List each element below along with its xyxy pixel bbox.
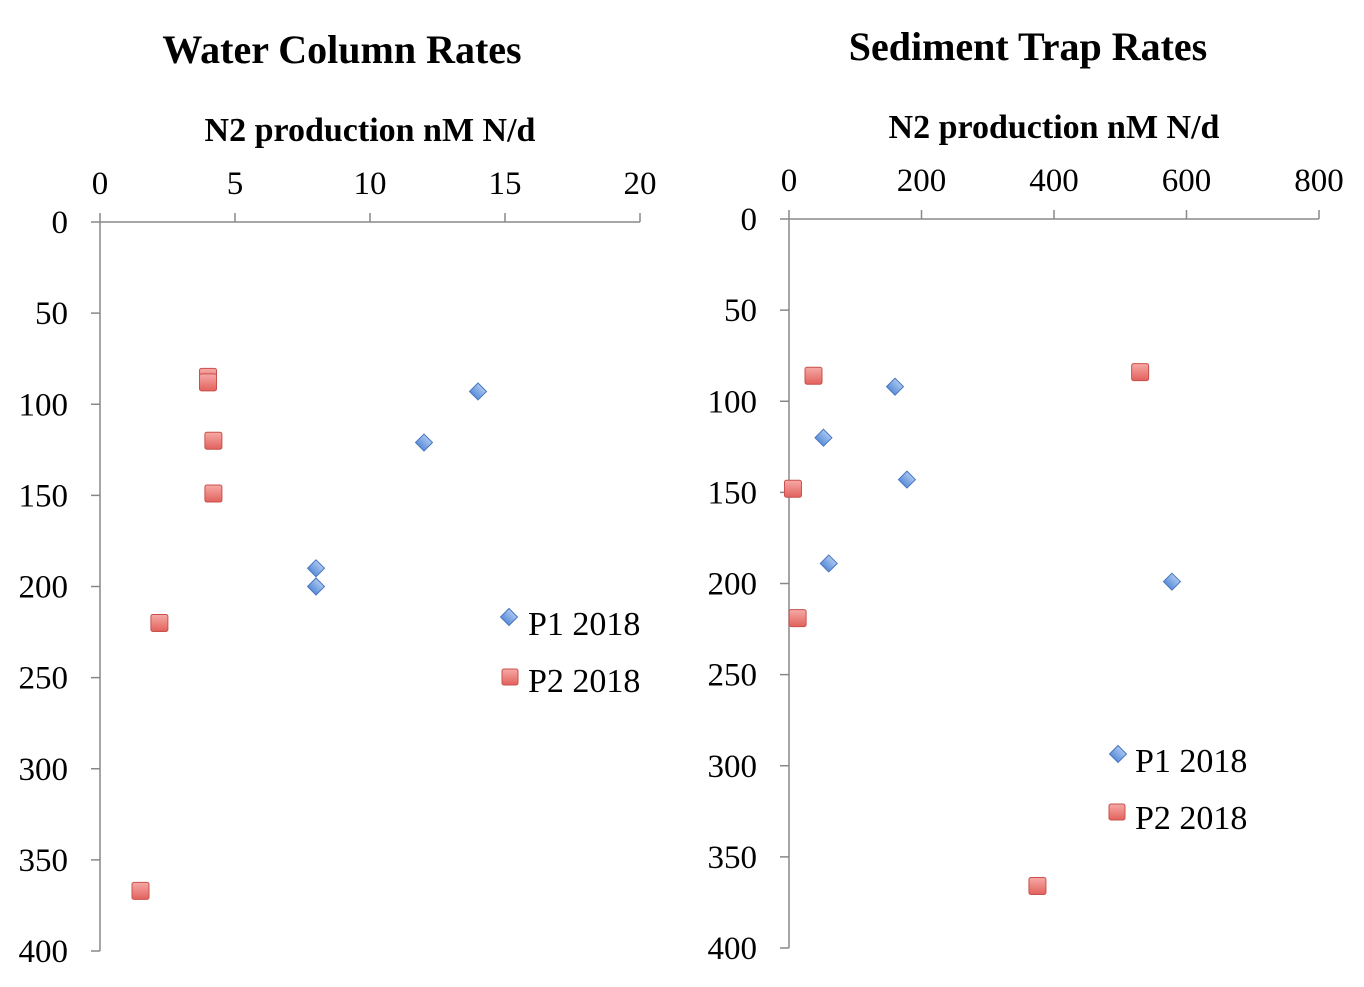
p1-2018-point — [306, 559, 326, 578]
p2-2018-point — [199, 373, 217, 392]
p2-2018-point — [1131, 363, 1150, 382]
x-tick-label: 800 — [1294, 163, 1344, 199]
legend-item-p2: P2 2018 — [1108, 800, 1247, 837]
y-tick-label: 350 — [708, 840, 758, 876]
x-axis-label: N2 production nM N/d — [889, 109, 1220, 146]
legend: P1 2018 P2 2018 — [1108, 743, 1247, 837]
p1-2018-point — [468, 382, 488, 401]
x-tick-label: 600 — [1162, 163, 1212, 199]
legend-item-p1: P1 2018 — [1108, 743, 1247, 780]
x-tick-label: 10 — [354, 166, 387, 202]
y-tick-label: 150 — [19, 478, 69, 514]
legend-label: P1 2018 — [528, 606, 640, 643]
x-axis-label: N2 production nM N/d — [205, 112, 536, 149]
p2-2018-point — [788, 609, 807, 628]
y-tick-label: 250 — [708, 658, 758, 694]
data-points — [131, 367, 488, 900]
y-tick-label: 250 — [19, 661, 69, 697]
p2-2018-point — [204, 431, 223, 450]
y-tick-label: 200 — [19, 570, 69, 606]
x-tick-label: 0 — [92, 166, 109, 202]
p2-2018-point — [131, 881, 150, 900]
x-tick-label: 0 — [781, 163, 798, 199]
legend-label: P1 2018 — [1135, 743, 1247, 780]
p2-2018-point — [150, 613, 169, 632]
y-tick-label: 300 — [708, 749, 758, 785]
p2-2018-point — [1028, 877, 1047, 896]
y-tick-label: 300 — [19, 752, 69, 788]
y-tick-label: 100 — [708, 384, 758, 420]
y-tick-label: 0 — [52, 205, 69, 241]
y-tick-label: 400 — [708, 931, 758, 967]
legend-marker-square — [501, 668, 519, 686]
y-tick-label: 150 — [708, 475, 758, 511]
legend-marker-diamond — [1108, 744, 1128, 764]
legend-label: P2 2018 — [528, 663, 640, 700]
y-tick-label: 100 — [19, 387, 69, 423]
y-tick-label: 50 — [724, 293, 757, 329]
y-tick-label: 200 — [708, 567, 758, 603]
legend-label: P2 2018 — [1135, 800, 1247, 837]
x-tick-label: 200 — [897, 163, 947, 199]
x-tick-label: 5 — [227, 166, 244, 202]
x-tick-label: 15 — [489, 166, 522, 202]
y-tick-label: 400 — [19, 934, 69, 970]
legend: P1 2018 P2 2018 — [499, 606, 640, 700]
legend-item-p1: P1 2018 — [499, 606, 640, 643]
x-tick-label: 20 — [624, 166, 657, 202]
legend-marker-diamond — [499, 607, 519, 627]
p1-2018-point — [414, 433, 434, 452]
y-tick-label: 0 — [741, 202, 758, 238]
x-tick-label: 400 — [1029, 163, 1079, 199]
water-column-chart: Water Column Rates N2 production nM N/d … — [19, 27, 657, 970]
axes: 0 200 400 600 800 0 50 100 150 200 250 300 350 400 — [708, 163, 1344, 967]
legend-item-p2: P2 2018 — [501, 663, 640, 700]
p2-2018-point — [783, 479, 802, 498]
legend-marker-square — [1108, 803, 1126, 821]
p1-2018-point — [885, 377, 905, 396]
p1-2018-point — [814, 428, 833, 447]
p1-2018-point — [819, 554, 838, 573]
y-tick-label: 50 — [35, 296, 68, 332]
sediment-trap-chart: Sediment Trap Rates N2 production nM N/d… — [708, 24, 1344, 967]
p1-2018-point — [897, 470, 917, 489]
chart-title: Water Column Rates — [162, 27, 521, 72]
p2-2018-point — [804, 366, 823, 385]
y-tick-label: 350 — [19, 843, 69, 879]
p1-2018-point — [1162, 572, 1182, 591]
p1-2018-point — [306, 577, 326, 596]
p2-2018-point — [204, 484, 223, 503]
data-points — [783, 363, 1182, 896]
chart-title: Sediment Trap Rates — [849, 24, 1208, 69]
